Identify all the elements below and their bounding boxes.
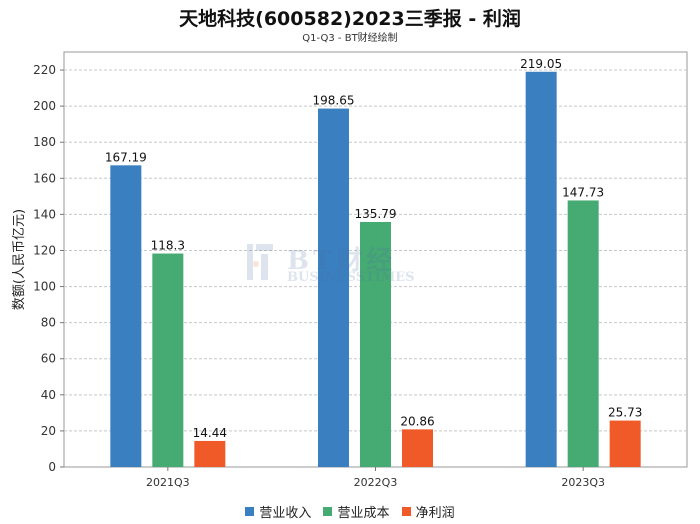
legend-label: 营业收入 xyxy=(259,506,312,521)
x-tick-label: 2022Q3 xyxy=(354,476,398,489)
legend-swatch xyxy=(401,507,411,516)
legend-item-revenue[interactable]: 营业收入 xyxy=(245,502,311,521)
legend-swatch xyxy=(323,507,333,516)
y-tick-label: 80 xyxy=(41,316,56,330)
chart-subtitle: Q1-Q3 - BT财经绘制 xyxy=(302,33,398,44)
bar xyxy=(360,221,391,467)
legend-item-cost[interactable]: 营业成本 xyxy=(323,502,390,521)
bar xyxy=(110,165,142,467)
legend-label: 净利润 xyxy=(415,506,455,521)
y-tick-label: 40 xyxy=(41,388,56,402)
bar xyxy=(194,440,226,467)
y-tick-label: 140 xyxy=(33,207,56,221)
y-tick-label: 120 xyxy=(33,243,56,257)
y-axis-label: 数额(人民币亿元) xyxy=(12,209,27,310)
y-tick-label: 100 xyxy=(33,280,56,294)
legend-label: 营业成本 xyxy=(337,506,390,521)
y-tick-label: 160 xyxy=(33,171,56,185)
y-tick-label: 180 xyxy=(33,135,56,149)
data-label: 167.19 xyxy=(105,150,147,164)
data-label: 135.79 xyxy=(355,207,397,221)
data-label: 219.05 xyxy=(520,57,562,71)
legend-item-net-profit[interactable]: 净利润 xyxy=(401,502,455,521)
bar xyxy=(609,420,641,467)
bar xyxy=(567,200,599,467)
data-label: 147.73 xyxy=(562,185,604,199)
y-tick-label: 200 xyxy=(33,99,56,113)
bar xyxy=(318,108,349,467)
y-tick-label: 20 xyxy=(41,424,56,438)
bar xyxy=(525,71,557,468)
y-tick-label: 60 xyxy=(41,352,56,366)
x-tick-label: 2023Q3 xyxy=(561,476,605,489)
chart-title: 天地科技(600582)2023三季报 - 利润 xyxy=(179,8,521,30)
y-tick-label: 0 xyxy=(48,460,56,474)
bar xyxy=(402,429,433,467)
bar xyxy=(152,253,184,467)
y-tick-label: 220 xyxy=(33,63,56,77)
legend: 营业收入 营业成本 净利润 xyxy=(0,502,700,521)
legend-swatch xyxy=(245,507,255,516)
data-label: 14.44 xyxy=(193,426,227,440)
bar-chart: 0 20 40 60 80 100 120 140 160 180 200 220 数额(人民币亿元) 1… xyxy=(12,51,688,489)
x-tick-label: 2021Q3 xyxy=(146,476,190,489)
data-label: 198.65 xyxy=(313,94,355,108)
data-label: 118.3 xyxy=(151,239,185,253)
data-label: 25.73 xyxy=(608,406,642,420)
data-label: 20.86 xyxy=(400,414,434,428)
